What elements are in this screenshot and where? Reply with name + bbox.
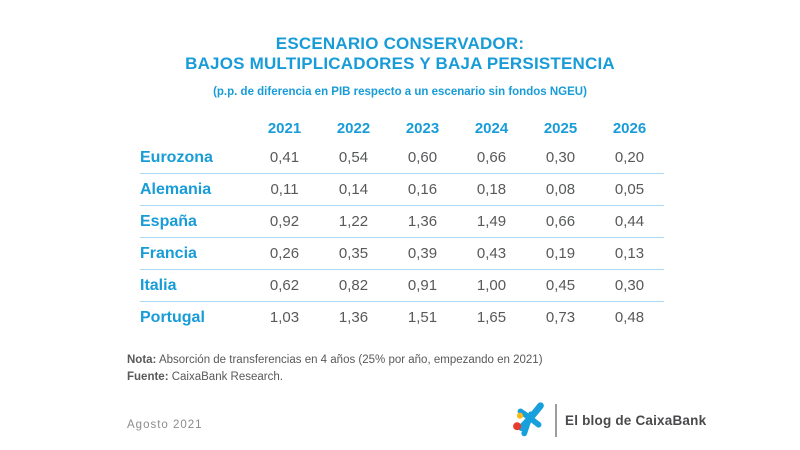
- value-cell: 1,36: [338, 309, 369, 326]
- value-cell: 0,44: [614, 213, 645, 230]
- source-text: CaixaBank Research.: [168, 371, 283, 383]
- value-cell: 0,66: [476, 149, 507, 166]
- value-cell: 1,36: [407, 213, 438, 230]
- table-row: Alemania 0,11 0,14 0,16 0,18 0,08 0,05: [140, 174, 664, 206]
- data-table: 2021 2022 2023 2024 2025 2026 Eurozona 0,41 0,54…: [140, 114, 664, 333]
- row-label: Eurozona: [140, 148, 213, 166]
- table-row: España 0,92 1,22 1,36 1,49 0,66 0,44: [140, 206, 664, 238]
- page-subtitle: (p.p. de diferencia en PIB respecto a un…: [213, 86, 587, 98]
- value-cell: 0,26: [269, 245, 300, 262]
- value-cell: 0,30: [614, 277, 645, 294]
- caixabank-star-icon: [513, 402, 544, 437]
- notes-block: Nota: Absorción de transferencias en 4 a…: [127, 352, 543, 386]
- year-header: 2021: [267, 119, 302, 137]
- value-cell: 0,13: [614, 245, 645, 262]
- caixabank-blog-logo: El blog de CaixaBank: [509, 399, 706, 441]
- value-cell: 0,92: [269, 213, 300, 230]
- value-cell: 1,49: [476, 213, 507, 230]
- value-cell: 0,30: [545, 149, 576, 166]
- logo-text: El blog de CaixaBank: [565, 412, 707, 428]
- year-header: 2023: [405, 119, 440, 137]
- value-cell: 0,18: [476, 181, 507, 198]
- row-label: Francia: [140, 244, 197, 262]
- year-header: 2025: [543, 119, 578, 137]
- value-cell: 1,51: [407, 309, 438, 326]
- value-cell: 0,43: [476, 245, 507, 262]
- value-cell: 0,16: [407, 181, 438, 198]
- value-cell: 0,91: [407, 277, 438, 294]
- table-row: Portugal 1,03 1,36 1,51 1,65 0,73 0,48: [140, 302, 664, 333]
- title-block: ESCENARIO CONSERVADOR: BAJOS MULTIPLICAD…: [0, 34, 800, 98]
- value-cell: 0,08: [545, 181, 576, 198]
- year-header: 2024: [474, 119, 509, 137]
- star-yellow-dot: [516, 412, 524, 419]
- row-label: Italia: [140, 276, 177, 294]
- source-label: Fuente:: [127, 371, 169, 383]
- value-cell: 0,48: [614, 309, 645, 326]
- value-cell: 0,20: [614, 149, 645, 166]
- row-label: España: [140, 212, 197, 230]
- value-cell: 0,45: [545, 277, 576, 294]
- note-text: Absorción de transferencias en 4 años (2…: [156, 354, 543, 366]
- value-cell: 0,11: [270, 181, 299, 198]
- value-cell: 1,03: [269, 309, 300, 326]
- value-cell: 0,66: [545, 213, 576, 230]
- page-title-line2: BAJOS MULTIPLICADORES Y BAJA PERSISTENCI…: [185, 54, 615, 73]
- value-cell: 0,39: [407, 245, 438, 262]
- value-cell: 0,05: [614, 181, 645, 198]
- value-cell: 1,00: [476, 277, 507, 294]
- year-header: 2022: [336, 119, 371, 137]
- logo-divider: [555, 403, 557, 437]
- value-cell: 0,41: [269, 149, 300, 166]
- table-row: Eurozona 0,41 0,54 0,60 0,66 0,30 0,20: [140, 142, 664, 174]
- value-cell: 0,62: [269, 277, 300, 294]
- value-cell: 0,73: [545, 309, 576, 326]
- row-label: Portugal: [140, 308, 205, 326]
- row-label: Alemania: [140, 180, 212, 198]
- year-header: 2026: [612, 119, 647, 137]
- publication-date: Agosto 2021: [127, 419, 203, 431]
- value-cell: 0,35: [338, 245, 369, 262]
- note-line: Nota: Absorción de transferencias en 4 a…: [127, 352, 543, 369]
- table-row: Italia 0,62 0,82 0,91 1,00 0,45 0,30: [140, 270, 664, 302]
- value-cell: 0,14: [338, 181, 369, 198]
- value-cell: 0,54: [338, 149, 369, 166]
- table-row: Francia 0,26 0,35 0,39 0,43 0,19 0,13: [140, 238, 664, 270]
- value-cell: 0,82: [338, 277, 369, 294]
- value-cell: 1,22: [338, 213, 369, 230]
- page-title-line1: ESCENARIO CONSERVADOR:: [275, 34, 525, 53]
- source-line: Fuente: CaixaBank Research.: [127, 369, 543, 386]
- table-header-row: 2021 2022 2023 2024 2025 2026: [140, 114, 664, 142]
- value-cell: 0,60: [407, 149, 438, 166]
- note-label: Nota:: [127, 354, 157, 366]
- value-cell: 0,19: [545, 245, 576, 262]
- value-cell: 1,65: [476, 309, 507, 326]
- star-red-dot: [513, 422, 522, 431]
